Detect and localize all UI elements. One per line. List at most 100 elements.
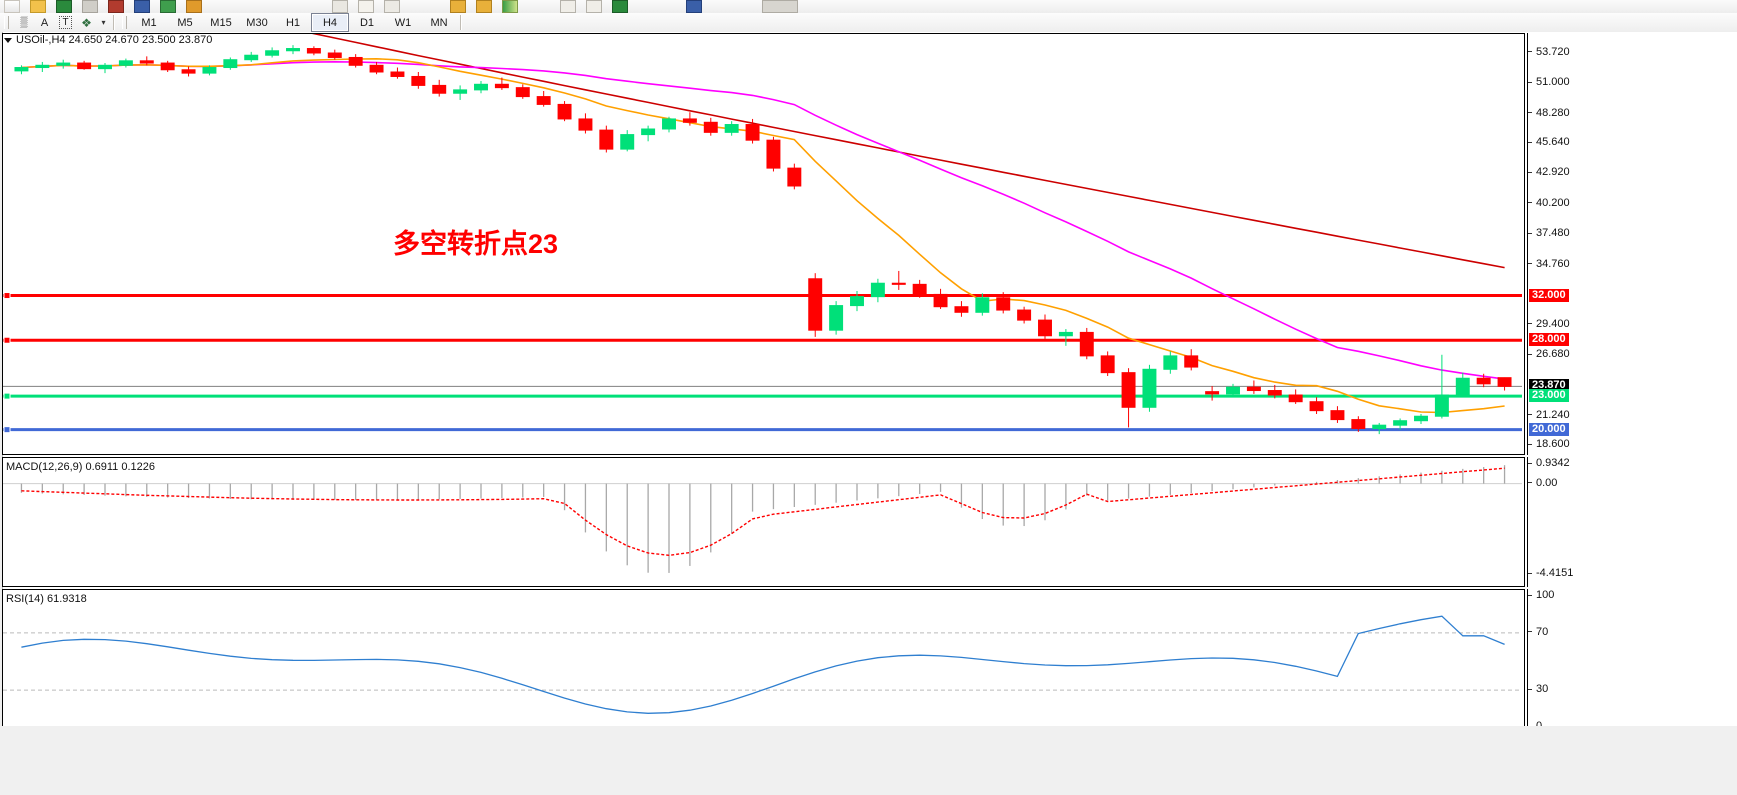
print-icon[interactable] <box>82 0 98 13</box>
price-tick-label: 34.760 <box>1536 257 1570 270</box>
toolbar-grip[interactable] <box>4 16 9 29</box>
macd-tick-label: 0.00 <box>1536 476 1558 489</box>
price-tick: 29.400 <box>1528 318 1570 330</box>
chart-annotation-text: 多空转折点23 <box>393 229 559 259</box>
rsi-tick-label: 100 <box>1536 589 1555 601</box>
macd-label: MACD(12,26,9) 0.6911 0.1226 <box>5 461 156 473</box>
price-tick: 21.240 <box>1528 409 1570 421</box>
price-level-chip[interactable]: 23.000 <box>1529 389 1569 403</box>
macd-tick: -4.4151 <box>1528 567 1573 579</box>
rsi-scale[interactable]: 10070300 <box>1527 589 1735 736</box>
shapes-dropdown-icon[interactable]: ▾ <box>97 14 110 31</box>
tf-label: H1 <box>285 16 301 29</box>
price-chart-svg <box>3 34 1522 435</box>
macd-pane[interactable] <box>2 457 1525 587</box>
price-level-chip[interactable]: 20.000 <box>1529 422 1569 436</box>
price-tick: 51.000 <box>1528 76 1570 88</box>
price-tick-label: 42.920 <box>1536 166 1570 179</box>
macd-chart-svg <box>3 465 1522 573</box>
price-level-chip[interactable]: 28.000 <box>1529 333 1569 347</box>
indicators-icon[interactable] <box>186 0 202 13</box>
folder-icon[interactable] <box>30 0 46 13</box>
chart-area[interactable]: 多空转折点23 USOil-,H4 24.650 24.670 23.500 2… <box>0 32 1737 795</box>
shapes-tool-button[interactable]: ❖ <box>76 14 97 31</box>
tf-label: H4 <box>322 16 338 29</box>
toolbar-separator-2 <box>460 15 462 30</box>
macd-tick-label: -4.4151 <box>1536 567 1574 580</box>
timeframe-d1[interactable]: D1 <box>349 14 385 31</box>
price-tick-label: 51.000 <box>1536 76 1570 89</box>
rsi-tick-label: 30 <box>1536 683 1549 696</box>
tf-label: M1 <box>141 16 157 29</box>
paste-icon[interactable] <box>160 0 176 13</box>
price-tick: 40.200 <box>1528 197 1570 209</box>
tf-label: MN <box>430 16 448 29</box>
status-bar <box>0 726 1737 795</box>
price-tick-label: 40.200 <box>1536 196 1570 209</box>
tf-label: M30 <box>246 16 268 29</box>
candle-chart-icon[interactable] <box>358 0 374 13</box>
label-tool-label: T <box>59 16 72 29</box>
rsi-label: RSI(14) 61.9318 <box>5 593 88 605</box>
price-pane[interactable]: 多空转折点23 <box>2 33 1525 455</box>
chevron-down-icon[interactable] <box>4 37 12 43</box>
cut-icon[interactable] <box>108 0 124 13</box>
symbol-header[interactable]: USOil-,H4 24.650 24.670 23.500 23.870 <box>4 34 213 46</box>
price-tick-label: 48.280 <box>1536 106 1570 119</box>
price-tick-label: 37.480 <box>1536 227 1570 240</box>
rsi-tick: 70 <box>1528 626 1548 638</box>
label-tool-button[interactable]: T <box>55 14 76 31</box>
properties-icon[interactable] <box>686 0 702 13</box>
save-icon[interactable] <box>56 0 72 13</box>
price-tick: 45.640 <box>1528 136 1570 148</box>
grid-icon[interactable] <box>560 0 576 13</box>
price-tick: 42.920 <box>1528 166 1570 178</box>
rsi-tick: 30 <box>1528 683 1548 695</box>
crosshair-tool-icon[interactable]: ▒ <box>20 17 27 28</box>
tf-label: M15 <box>210 16 232 29</box>
rsi-tick-label: 70 <box>1536 625 1549 638</box>
timeframe-grip[interactable] <box>122 16 127 29</box>
timeframe-h4[interactable]: H4 <box>311 13 349 32</box>
toolbar-drawing[interactable]: ▒ A T ❖ ▾ M1 M5 M15 M30 H1 H4 D1 W1 MN <box>0 13 1737 33</box>
price-tick-label: 21.240 <box>1536 408 1570 421</box>
rsi-pane[interactable] <box>2 589 1525 736</box>
timeframe-w1[interactable]: W1 <box>385 14 421 31</box>
timeframe-h1[interactable]: H1 <box>275 14 311 31</box>
timeframe-m15[interactable]: M15 <box>203 14 239 31</box>
price-tick: 18.600 <box>1528 438 1570 450</box>
price-tick-label: 45.640 <box>1536 136 1570 149</box>
macd-tick: 0.9342 <box>1528 457 1570 469</box>
line-chart-icon[interactable] <box>384 0 400 13</box>
price-tick: 26.680 <box>1528 348 1570 360</box>
timeframe-m30[interactable]: M30 <box>239 14 275 31</box>
timeframe-mn[interactable]: MN <box>421 14 457 31</box>
timeframe-m5[interactable]: M5 <box>167 14 203 31</box>
rsi-tick: 100 <box>1528 589 1554 601</box>
price-tick: 34.760 <box>1528 258 1570 270</box>
chevron-down-icon: ▾ <box>101 18 106 27</box>
text-tool-button[interactable]: A <box>34 14 55 31</box>
macd-scale[interactable]: 0.9342 0.00 -4.4151 <box>1527 457 1735 587</box>
price-tick: 48.280 <box>1528 107 1570 119</box>
price-tick-label: 29.400 <box>1536 317 1570 330</box>
volumes-icon[interactable] <box>612 0 628 13</box>
price-level-chip[interactable]: 32.000 <box>1529 288 1569 302</box>
text-tool-label: A <box>40 16 49 29</box>
new-chart-icon[interactable] <box>4 0 20 13</box>
timeframe-m1[interactable]: M1 <box>131 14 167 31</box>
macd-tick: 0.00 <box>1528 477 1557 489</box>
shapes-tool-icon: ❖ <box>81 15 92 30</box>
zoom-in-icon[interactable] <box>450 0 466 13</box>
bar-chart-icon[interactable] <box>332 0 348 13</box>
copy-icon[interactable] <box>134 0 150 13</box>
templates-icon[interactable] <box>762 0 798 13</box>
price-tick: 53.720 <box>1528 46 1570 58</box>
price-scale[interactable]: 53.720 51.000 48.280 45.640 42.920 40.200 37.4… <box>1527 33 1735 455</box>
autoscroll-icon[interactable] <box>502 0 518 13</box>
ohlc-icon[interactable] <box>586 0 602 13</box>
toolbar-upper[interactable] <box>0 0 1737 14</box>
price-tick-label: 18.600 <box>1536 438 1570 451</box>
zoom-out-icon[interactable] <box>476 0 492 13</box>
